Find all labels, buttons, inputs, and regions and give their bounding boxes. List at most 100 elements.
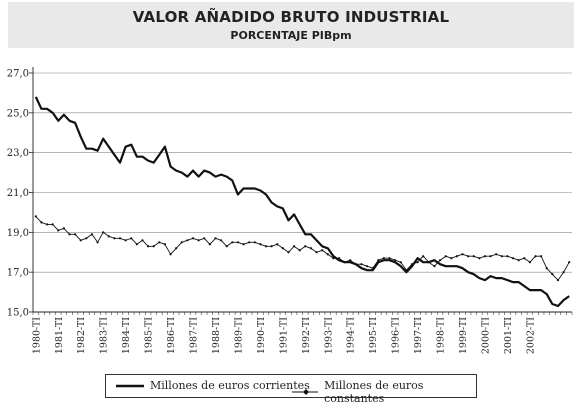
x-tick-labels: 1980-TI 1981-TI 1982-TI 1983-TI 1984-TI 1985-…: [31, 317, 536, 354]
data-point-constantes: [523, 257, 526, 260]
data-point-constantes: [231, 241, 234, 244]
data-point-constantes: [175, 247, 178, 250]
data-point-constantes: [540, 255, 543, 258]
data-point-constantes: [438, 259, 442, 262]
y-tick-label: 17,0: [7, 268, 29, 279]
data-point-constantes: [113, 237, 116, 240]
data-point-constantes: [405, 269, 408, 272]
data-point-constantes: [388, 257, 391, 260]
x-tick-label: 1990-TI: [256, 317, 267, 354]
data-point-constantes: [489, 255, 492, 258]
x-tick-label: 2002-TI: [525, 317, 536, 354]
gridlines: [33, 72, 572, 313]
data-point-constantes: [135, 243, 138, 246]
data-point-constantes: [382, 257, 386, 260]
data-point-constantes: [34, 215, 37, 218]
x-tick-label: 1989-TI: [233, 317, 244, 354]
data-point-constantes: [354, 263, 357, 266]
data-point-constantes: [242, 243, 245, 246]
data-point-constantes: [270, 245, 273, 248]
x-tick-label: 1992-TI: [301, 317, 312, 354]
data-point-constantes: [377, 259, 380, 262]
legend-item-corrientes: Millones de euros corrientes: [116, 379, 310, 392]
data-point-constantes: [422, 255, 425, 258]
data-point-constantes: [416, 261, 419, 264]
series-line-corrientes: [34, 96, 570, 308]
x-tick-label: 1980-TI: [31, 317, 42, 354]
data-point-constantes: [141, 239, 144, 242]
x-tick-label: 1984-TI: [121, 317, 132, 354]
axes: [29, 67, 573, 315]
data-point-constantes: [511, 257, 515, 260]
x-tick-label: 1985-TI: [144, 317, 155, 354]
data-point-constantes: [483, 255, 487, 258]
data-point-constantes: [495, 253, 498, 256]
data-point-constantes: [146, 245, 150, 248]
data-point-constantes: [410, 263, 414, 266]
x-tick-label: 1996-TI: [391, 317, 402, 354]
data-point-constantes: [96, 241, 99, 244]
data-point-constantes: [394, 259, 397, 262]
x-tick-label: 1986-TI: [166, 317, 177, 354]
data-point-constantes: [253, 241, 256, 244]
data-point-constantes: [365, 265, 369, 268]
data-point-constantes: [281, 247, 284, 250]
data-point-constantes: [163, 243, 167, 246]
x-tick-label: 1987-TI: [189, 317, 200, 354]
data-point-constantes: [40, 221, 43, 224]
legend: Millones de euros corrientes Millones de…: [105, 374, 477, 405]
data-point-constantes: [158, 241, 161, 244]
data-point-constantes: [562, 271, 565, 274]
data-point-constantes: [450, 257, 453, 260]
data-point-constantes: [534, 255, 537, 258]
data-point-constantes: [130, 237, 133, 240]
x-tick-label: 1994-TI: [346, 317, 357, 354]
data-point-constantes: [500, 255, 503, 258]
data-point-constantes: [124, 239, 127, 242]
y-tick-label: 23,0: [7, 148, 29, 159]
data-point-constantes: [337, 257, 341, 260]
data-point-constantes: [152, 245, 155, 248]
x-tick-label: 1993-TI: [323, 317, 334, 354]
data-point-constantes: [298, 249, 301, 252]
data-point-constantes: [68, 233, 71, 236]
data-point-constantes: [349, 259, 352, 262]
data-point-constantes: [332, 257, 335, 260]
x-tick-label: 1998-TI: [436, 317, 447, 354]
data-point-constantes: [248, 241, 251, 244]
x-tick-label: 2001-TI: [503, 317, 514, 354]
data-point-constantes: [264, 245, 268, 248]
data-point-constantes: [528, 261, 531, 264]
data-point-constantes: [321, 249, 324, 252]
data-point-constantes: [304, 245, 307, 248]
data-point-constantes: [556, 279, 560, 282]
legend-label-constantes: Millones de euros constantes: [324, 379, 424, 405]
data-point-constantes: [506, 255, 509, 258]
data-point-constantes: [107, 235, 110, 238]
data-point-constantes: [90, 233, 94, 236]
data-point-constantes: [208, 243, 211, 246]
data-point-constantes: [315, 251, 318, 254]
y-tick-label: 15,0: [7, 308, 29, 319]
data-point-constantes: [74, 233, 77, 236]
data-point-constantes: [214, 237, 217, 240]
data-point-constantes: [51, 223, 54, 226]
x-tick-label: 2000-TI: [480, 317, 491, 354]
data-point-constantes: [62, 227, 65, 230]
data-point-constantes: [276, 243, 279, 246]
data-point-constantes: [57, 229, 60, 232]
data-point-constantes: [236, 241, 240, 244]
thick-line-swatch: [116, 384, 144, 387]
chart-title: VALOR AÑADIDO BRUTO INDUSTRIAL: [132, 8, 450, 26]
x-tick-label: 1999-TI: [458, 317, 469, 354]
x-tick-label: 1997-TI: [413, 317, 424, 354]
x-tick-label: 1995-TI: [368, 317, 379, 354]
data-point-constantes: [191, 237, 195, 240]
x-tick-label: 1988-TI: [211, 317, 222, 354]
data-point-constantes: [180, 241, 183, 244]
data-point-constantes: [467, 255, 470, 258]
data-point-constantes: [427, 261, 430, 264]
data-point-constantes: [292, 245, 296, 248]
data-point-constantes: [568, 261, 571, 264]
chart-subtitle: PORCENTAJE PIBpm: [230, 29, 352, 42]
